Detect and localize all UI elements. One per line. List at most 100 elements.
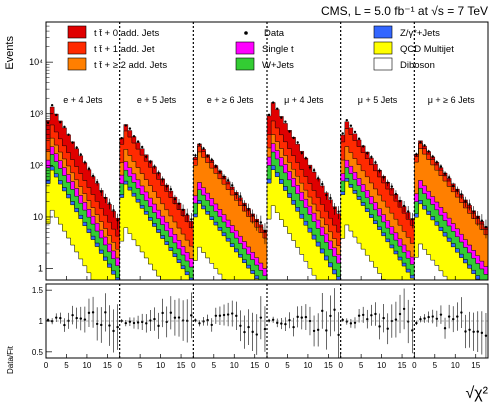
- data-point-5-4: [431, 155, 434, 158]
- data-point-5-13: [468, 203, 471, 206]
- ratio-point-0-4: [63, 323, 66, 327]
- legend-swatch-0: [67, 25, 87, 39]
- ratio-point-2-13: [247, 325, 250, 329]
- ratio-point-4-17: [411, 329, 414, 332]
- data-point-2-17: [263, 230, 267, 233]
- data-point-5-11: [460, 193, 463, 196]
- ratio-point-2-15: [255, 333, 258, 336]
- data-point-0-0: [46, 121, 50, 124]
- ratio-point-4-9: [378, 325, 381, 328]
- data-point-4-10: [382, 176, 385, 179]
- ratio-point-5-14: [472, 330, 475, 333]
- data-point-2-7: [222, 175, 226, 178]
- legend-label-8: Diboson: [400, 60, 435, 71]
- x-tick-label-4-2: 10: [377, 361, 386, 370]
- ratio-point-5-16: [480, 331, 484, 335]
- ratio-point-2-11: [239, 324, 242, 327]
- data-point-0-15: [108, 202, 111, 205]
- data-point-4-6: [366, 151, 369, 155]
- ratio-point-3-15: [329, 314, 332, 318]
- data-point-0-1: [50, 104, 54, 107]
- ratio-point-0-2: [55, 316, 58, 319]
- ratio-layer: [46, 288, 488, 358]
- data-point-5-9: [452, 184, 455, 188]
- ratio-point-3-9: [304, 315, 308, 319]
- channel-label-5: μ + ≥ 6 Jets: [428, 95, 475, 105]
- ratio-point-4-1: [345, 320, 349, 323]
- legend-label-4: Single t: [262, 44, 294, 55]
- ratio-point-0-14: [104, 311, 107, 314]
- legend-swatch-6: [373, 25, 393, 39]
- ratio-point-1-2: [128, 320, 132, 323]
- ratio-point-0-6: [71, 313, 74, 317]
- ratio-point-4-15: [402, 307, 406, 311]
- data-point-1-5: [140, 145, 144, 149]
- data-point-0-5: [67, 133, 70, 136]
- data-point-5-5: [435, 161, 439, 164]
- ratio-point-0-15: [108, 324, 111, 327]
- data-point-5-15: [476, 216, 479, 219]
- ratio-point-4-5: [361, 313, 365, 317]
- data-point-1-0: [120, 136, 123, 140]
- legend-swatch-1: [67, 41, 87, 55]
- ratio-point-3-17: [337, 333, 340, 337]
- ratio-point-5-11: [460, 311, 463, 314]
- data-point-0-11: [91, 174, 95, 178]
- data-point-3-9: [304, 156, 308, 160]
- ratio-point-5-1: [419, 318, 422, 321]
- data-point-3-6: [292, 136, 295, 140]
- legend-label-0: t t̄ + 0 add. Jets: [94, 28, 159, 39]
- data-point-1-6: [145, 155, 148, 158]
- data-point-3-14: [325, 193, 328, 197]
- ratio-point-1-5: [140, 320, 144, 324]
- data-point-1-1: [124, 124, 128, 127]
- ratio-point-1-17: [190, 314, 193, 317]
- x-tick-label-5-1: 5: [433, 361, 438, 370]
- data-point-1-12: [169, 188, 173, 191]
- legend-swatch-8: [373, 57, 393, 71]
- data-point-2-5: [214, 164, 218, 168]
- chart-title: CMS, L = 5.0 fb⁻¹ at √s = 7 TeV: [321, 4, 488, 18]
- data-point-4-15: [402, 204, 406, 208]
- data-point-0-9: [83, 161, 87, 164]
- data-point-2-2: [202, 147, 205, 150]
- data-point-1-11: [165, 185, 168, 188]
- x-tick-label-0-2: 10: [82, 361, 91, 370]
- ratio-point-1-1: [124, 321, 128, 325]
- legend-label-1: t t̄ + 1 add. Jet: [94, 44, 155, 55]
- ratio-point-4-2: [349, 322, 353, 325]
- ratio-point-5-6: [439, 313, 443, 316]
- ratio-point-5-15: [476, 330, 479, 333]
- x-tick-label-4-0: 0: [338, 361, 343, 370]
- ratio-point-5-4: [431, 315, 434, 318]
- x-tick-label-2-0: 0: [191, 361, 196, 370]
- ratio-point-3-7: [296, 315, 299, 319]
- channel-label-0: e + 4 Jets: [63, 95, 103, 105]
- x-tick-label-2-2: 10: [230, 361, 239, 370]
- ratio-point-1-4: [136, 321, 140, 324]
- x-tick-label-4-1: 5: [359, 361, 364, 370]
- x-tick-label-3-0: 0: [265, 361, 270, 370]
- channel-label-3: μ + 4 Jets: [284, 95, 324, 105]
- ratio-point-0-9: [83, 318, 87, 321]
- ratio-point-3-4: [284, 322, 287, 326]
- ratio-point-1-8: [153, 317, 156, 321]
- ratio-point-5-17: [484, 334, 488, 337]
- data-point-4-12: [390, 185, 394, 188]
- data-point-4-9: [378, 169, 381, 172]
- data-point-0-4: [63, 125, 66, 129]
- data-point-3-8: [300, 151, 303, 155]
- ratio-point-5-9: [452, 317, 455, 321]
- y-tick-label-3: 10³: [30, 109, 43, 119]
- data-point-1-8: [153, 165, 156, 168]
- data-point-1-2: [128, 127, 132, 130]
- x-tick-label-5-3: 15: [471, 361, 480, 370]
- data-point-2-12: [243, 203, 246, 207]
- data-point-3-1: [271, 101, 275, 104]
- x-tick-label-5-2: 10: [451, 361, 460, 370]
- data-point-0-14: [104, 196, 107, 200]
- ratio-point-0-17: [116, 325, 119, 329]
- channel-label-2: e + ≥ 6 Jets: [207, 95, 254, 105]
- data-point-5-10: [456, 188, 459, 192]
